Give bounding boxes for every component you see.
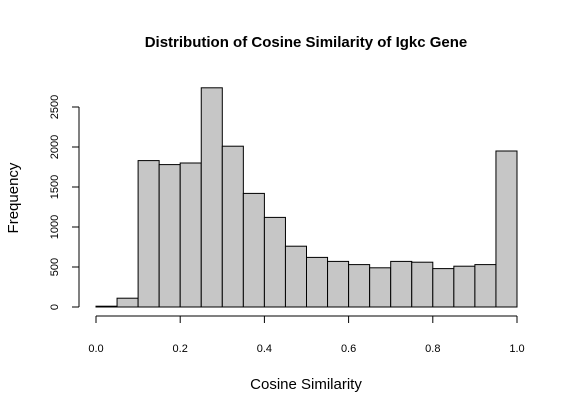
histogram-bar [179,162,202,308]
y-tick-label: 2500 [49,95,61,119]
x-axis: 0.0 0.2 0.4 0.6 0.8 1.0 [88,315,525,355]
y-axis-label: Frequency [5,162,22,233]
histogram-bar [453,265,476,308]
histogram-bar [411,261,434,308]
x-tick-label: 0.6 [341,343,356,355]
bars-group [95,87,518,308]
y-axis: 0 500 1000 1500 2000 2500 [49,95,80,310]
y-tick-label: 1000 [49,215,61,239]
histogram-bar [495,150,518,308]
x-tick-label: 0.2 [173,343,188,355]
histogram-bar [432,268,455,308]
histogram-bar [137,160,160,308]
histogram-bar [158,164,181,308]
histogram-bar [284,245,308,308]
y-tick-label: 0 [49,304,61,310]
y-tick-label: 500 [49,258,61,276]
histogram-bar [390,260,413,308]
histogram-bar [327,260,350,308]
histogram-bar [200,87,223,308]
x-tick-label: 0.0 [88,343,103,355]
x-axis-label: Cosine Similarity [250,376,362,393]
histogram-bar [263,216,286,308]
histogram-bar [116,297,139,308]
chart-title: Distribution of Cosine Similarity of Igk… [145,34,468,51]
y-tick-label: 2000 [49,135,61,159]
histogram-bar [369,267,392,308]
y-tick-label: 1500 [49,175,61,199]
histogram-bar [306,256,329,308]
histogram-bar [242,192,265,308]
histogram-bar [221,145,244,308]
x-tick-label: 1.0 [509,343,524,355]
histogram-bar [348,264,371,308]
x-tick-label: 0.4 [257,343,272,355]
histogram-bar [95,305,118,308]
x-tick-label: 0.8 [425,343,440,355]
histogram-bar [474,264,497,308]
